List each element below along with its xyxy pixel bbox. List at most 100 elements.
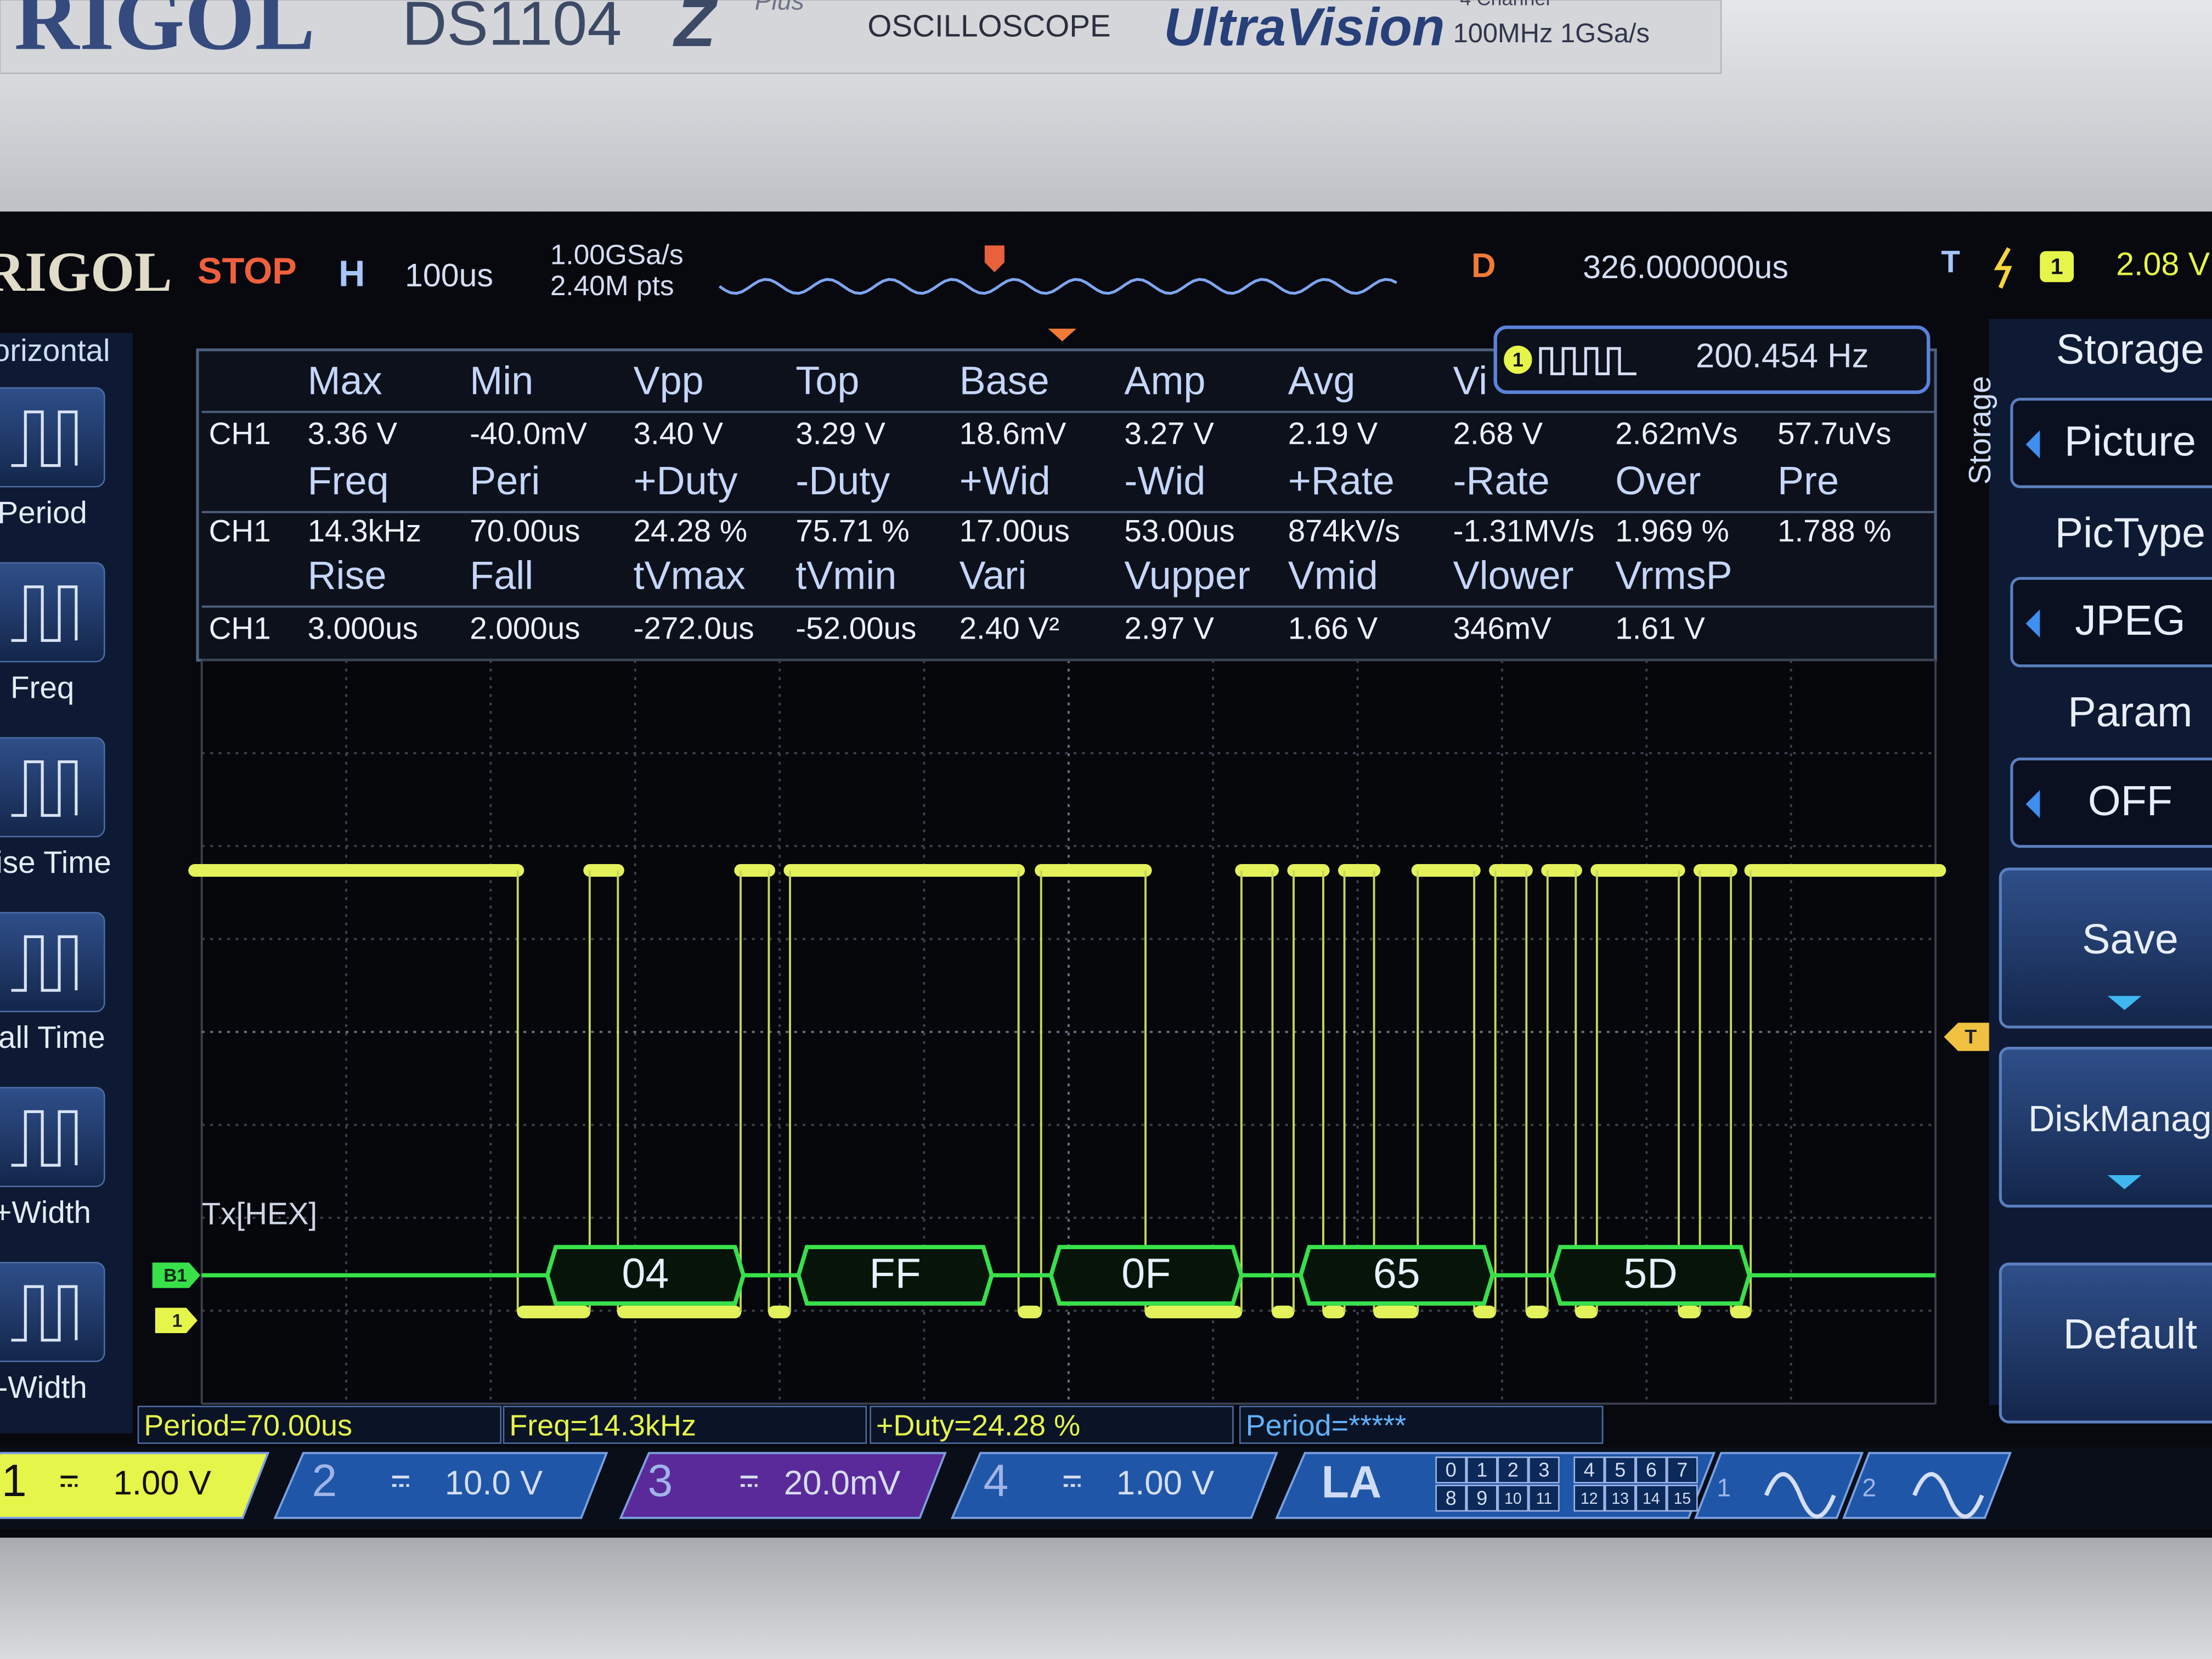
measurement-value: 2.97 V: [1124, 611, 1214, 645]
menu-icon: [11, 410, 78, 467]
menu-button: [0, 1262, 105, 1362]
counter-source: 1: [1513, 348, 1523, 371]
run-state: STOP: [198, 251, 297, 292]
quick-measurement: Freq=14.3kHz: [509, 1409, 696, 1442]
measurement-value: 2.68 V: [1453, 416, 1543, 451]
digital-channel: 6: [1646, 1459, 1657, 1481]
memory-depth: 2.40M pts: [550, 269, 674, 301]
channel-number: 2: [312, 1456, 337, 1506]
measurement-name: -Duty: [795, 459, 890, 503]
measurement-name: tVmin: [795, 554, 896, 597]
right-menu-label: DiskManage: [2028, 1098, 2212, 1139]
digital-channel: 10: [1504, 1489, 1521, 1507]
bus-label: B1: [163, 1266, 187, 1286]
measurement-value: 2.000us: [470, 611, 580, 645]
trigger-label: T: [1941, 244, 1960, 279]
digital-cell: [1573, 1457, 1605, 1483]
measurement-value: 3.000us: [308, 611, 418, 645]
menu-option: [1999, 867, 2212, 1029]
measurement-value: -1.31MV/s: [1453, 514, 1595, 548]
measurement-name: +Duty: [634, 459, 738, 503]
menu-icon: [11, 760, 78, 817]
measurement-name: Fall: [470, 554, 533, 597]
measurement-name: -Rate: [1453, 459, 1550, 503]
decode-byte: 0F: [1121, 1250, 1171, 1297]
counter-frequency: 200.454 Hz: [1696, 337, 1869, 375]
channel-scale: 20.0mV: [784, 1464, 901, 1502]
measurement-name: Vpp: [634, 359, 704, 403]
menu-icon: [11, 1110, 78, 1167]
digital-cell: [1528, 1485, 1560, 1512]
right-menu: [1989, 319, 2212, 1406]
measurement-value: 1.66 V: [1288, 611, 1378, 645]
measurement-name: Amp: [1124, 359, 1205, 403]
measurement-value: 2.40 V²: [960, 611, 1059, 645]
menu-icon: [11, 1285, 78, 1342]
measurement-value: 2.62mVs: [1615, 416, 1737, 451]
digital-cell: [1573, 1485, 1605, 1512]
measurement-name: Freq: [308, 459, 389, 503]
storage-side-label: Storage: [1962, 376, 1997, 484]
digital-channel: 5: [1615, 1459, 1626, 1481]
menu-item-label: -Width: [0, 1370, 87, 1404]
measurement-name: Vlower: [1453, 554, 1574, 597]
bus-marker: [152, 1262, 201, 1288]
measurement-name: Pre: [1778, 459, 1839, 503]
measurement-value: 346mV: [1453, 611, 1551, 645]
measurement-name: Max: [308, 359, 382, 403]
measurement-name: Vi: [1453, 359, 1488, 403]
bezel-specs: 100MHz 1GSa/s: [1453, 19, 1650, 48]
digital-cell: [1605, 1485, 1636, 1512]
math-number: 1: [1717, 1474, 1731, 1502]
digital-cell: [1635, 1457, 1667, 1483]
decode-byte: 65: [1373, 1250, 1420, 1297]
math-wave: [1912, 1472, 1984, 1519]
right-menu-label: JPEG: [2075, 597, 2185, 644]
quick-measure-box: [137, 1406, 502, 1444]
channel-scale: 10.0 V: [445, 1464, 543, 1502]
right-menu-label: PicType: [2055, 510, 2205, 557]
digital-channel: 15: [1674, 1489, 1691, 1507]
measurement-value: -40.0mV: [470, 416, 587, 451]
quick-measure-box: [503, 1406, 867, 1444]
menu-down-arrow: [2107, 996, 2142, 1011]
la-label: LA: [1322, 1457, 1382, 1507]
digital-cell: [1605, 1457, 1636, 1483]
channel-tab: [950, 1452, 1278, 1519]
math-tab: [1694, 1452, 1864, 1519]
channel-tab: [0, 1452, 270, 1519]
menu-option: [2010, 577, 2212, 668]
measurement-value: 1.969 %: [1615, 514, 1729, 548]
decode-frame: [796, 1245, 994, 1306]
trigger-position: [984, 245, 1005, 273]
measurement-name: Top: [795, 359, 859, 403]
measurement-value: 14.3kHz: [308, 514, 422, 548]
memory-overview: [718, 278, 1397, 295]
trigger-pointer: [1048, 329, 1076, 342]
measurement-name: Vupper: [1124, 554, 1250, 597]
menu-down-arrow: [2107, 1175, 2142, 1189]
bezel-brand: RIGOL: [14, 0, 315, 69]
digital-cell: [1667, 1457, 1698, 1483]
digital-channel: 3: [1538, 1459, 1549, 1481]
quick-measurement: +Duty=24.28 %: [876, 1409, 1080, 1442]
right-menu-label: Default: [2063, 1311, 2197, 1358]
menu-icon: [11, 935, 78, 992]
sample-rate: 1.00GSa/s: [550, 239, 684, 270]
digital-channel: 14: [1643, 1489, 1660, 1507]
digital-channel: 9: [1476, 1487, 1487, 1509]
channel-scale: 1.00 V: [1116, 1464, 1214, 1502]
measurement-source: CH1: [209, 514, 271, 548]
timebase: 100us: [405, 257, 493, 294]
digital-channel: 13: [1612, 1489, 1629, 1507]
measurement-value: 2.19 V: [1288, 416, 1378, 451]
menu-option: [2010, 398, 2212, 488]
bezel-edition: Plus: [755, 0, 804, 15]
digital-channel: 11: [1536, 1489, 1552, 1507]
measurement-name: +Rate: [1288, 459, 1395, 503]
measurement-value: 17.00us: [960, 514, 1070, 548]
measurement-value: 3.36 V: [308, 416, 398, 451]
measurement-name: +Wid: [960, 459, 1051, 503]
measurement-value: 18.6mV: [960, 416, 1066, 451]
